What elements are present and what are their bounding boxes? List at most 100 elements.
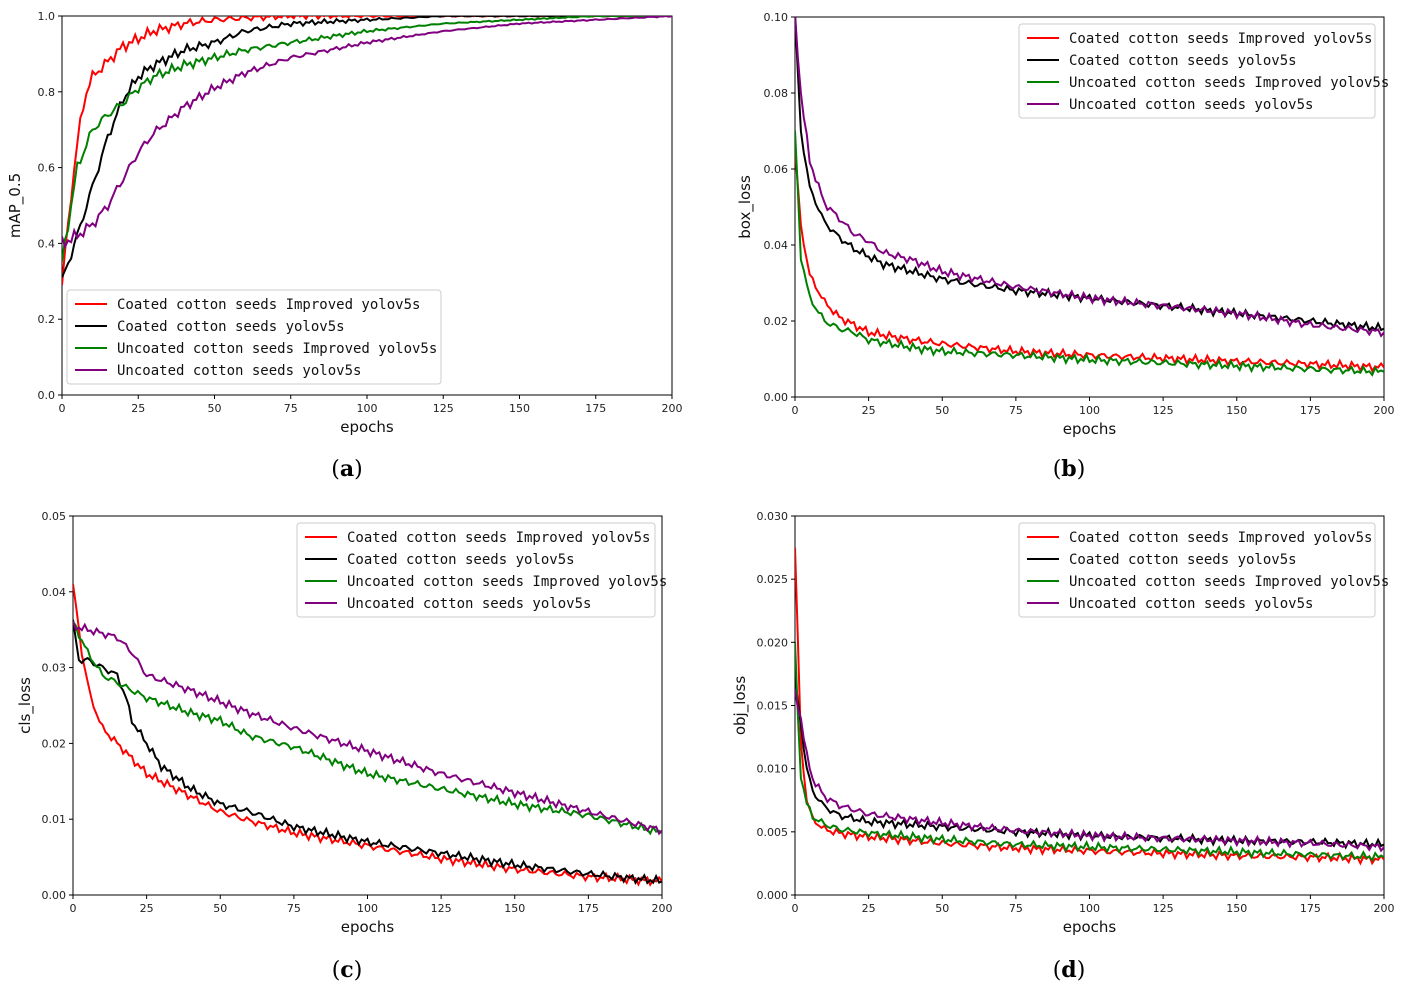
y-tick-label: 0.10 [764,11,789,24]
series-line-2 [795,677,1384,850]
y-tick-label: 0.02 [42,737,67,750]
legend-label-1: Coated cotton seeds Improved yolov5s [1069,31,1372,47]
legend-box [296,522,656,618]
y-tick-label: 0.015 [757,700,789,713]
y-tick-label: 0.020 [757,636,789,649]
y-tick-label: 0.0 [38,389,56,402]
x-tick-label: 125 [433,402,454,415]
x-tick-label: 75 [284,402,298,415]
x-tick-label: 150 [1226,404,1247,417]
y-tick-label: 0.030 [757,510,789,523]
series-line-3 [62,16,672,262]
x-tick-label: 25 [131,402,145,415]
x-tick-label: 0 [59,402,66,415]
y-tick-label: 0.2 [38,313,56,326]
x-tick-label: 50 [213,902,227,915]
x-axis-label: epochs [1063,918,1117,936]
x-tick-label: 0 [792,404,799,417]
legend-label-4: Uncoated cotton seeds yolov5s [347,596,591,612]
y-axis-label: box_loss [736,175,755,239]
y-tick-label: 0.03 [42,662,67,675]
series-line-1 [795,149,1384,374]
legend-label-4: Uncoated cotton seeds yolov5s [1069,97,1313,113]
panel-caption: (b) [1053,456,1086,482]
legend-label-2: Coated cotton seeds yolov5s [347,552,575,568]
legend-label-4: Uncoated cotton seeds yolov5s [1069,596,1313,612]
x-tick-label: 100 [1079,404,1100,417]
y-tick-label: 0.04 [42,586,67,599]
legend-label-2: Coated cotton seeds yolov5s [1069,552,1297,568]
x-tick-label: 175 [1300,902,1321,915]
x-tick-label: 200 [662,402,683,415]
chart-d: 0 25 50 75 100 125 150 175 200 0.000 0.005 0.010 0.0… [731,510,1395,983]
y-tick-label: 0.05 [42,510,67,523]
x-tick-label: 175 [578,902,599,915]
x-tick-label: 150 [504,902,525,915]
chart-c: 0 25 50 75 100 125 150 175 200 0.00 0.01 0.02 0.03 0.… [16,510,673,983]
y-tick-label: 0.08 [764,87,789,100]
y-axis-label: obj_loss [731,676,750,736]
y-tick-label: 0.010 [757,763,789,776]
x-tick-label: 25 [140,902,154,915]
legend-label-2: Coated cotton seeds yolov5s [117,319,345,335]
series-line-4 [62,16,672,250]
y-tick-label: 0.02 [764,315,789,328]
legend-label-4: Uncoated cotton seeds yolov5s [117,363,361,379]
series-line-3 [795,130,1384,377]
x-tick-label: 25 [862,902,876,915]
x-tick-label: 75 [1009,404,1023,417]
series-line-2 [73,619,662,886]
x-tick-label: 100 [1079,902,1100,915]
y-tick-label: 0.06 [764,163,789,176]
y-tick-label: 0.6 [38,162,56,175]
legend-box [1018,23,1376,119]
x-tick-label: 75 [1009,902,1023,915]
y-tick-label: 0.01 [42,813,67,826]
legend-label-1: Coated cotton seeds Improved yolov5s [347,530,650,546]
y-axis-label: mAP_0.5 [6,173,25,238]
chart-b: 0 25 50 75 100 125 150 175 200 0.00 0.02 0.04 0.06 0.… [736,11,1395,482]
series-line-1 [62,16,672,286]
y-tick-label: 0.00 [764,391,789,404]
series-line-4 [73,621,662,836]
x-tick-label: 200 [652,902,673,915]
y-tick-label: 0.4 [38,237,56,250]
x-tick-label: 100 [357,402,378,415]
x-tick-label: 125 [1153,902,1174,915]
y-tick-label: 0.000 [757,889,789,902]
y-tick-label: 0.025 [757,573,789,586]
x-tick-label: 75 [287,902,301,915]
x-tick-label: 25 [862,404,876,417]
panel-caption: (d) [1053,957,1086,983]
legend-label-1: Coated cotton seeds Improved yolov5s [1069,530,1372,546]
series-line-3 [73,621,662,836]
y-tick-label: 1.0 [38,10,56,23]
x-axis-label: epochs [340,418,394,436]
y-tick-label: 0.005 [757,826,789,839]
series-line-2 [795,17,1384,333]
series-line-4 [795,17,1384,338]
panel-caption: (c) [332,957,363,983]
y-tick-label: 0.8 [38,86,56,99]
legend-label-3: Uncoated cotton seeds Improved yolov5s [117,341,437,357]
y-tick-label: 0.04 [764,239,789,252]
x-tick-label: 0 [792,902,799,915]
series-line-1 [73,584,662,887]
y-tick-label: 0.00 [42,889,67,902]
x-tick-label: 200 [1374,902,1395,915]
legend-label-3: Uncoated cotton seeds Improved yolov5s [347,574,667,590]
legend-label-2: Coated cotton seeds yolov5s [1069,53,1297,69]
chart-a: 0 25 50 75 100 125 150 175 200 0.0 0.2 0.4 0.6 0.8 1.0… [6,10,683,482]
x-tick-label: 50 [208,402,222,415]
panel-caption: (a) [331,456,362,482]
series-line-3 [795,641,1384,863]
legend-box [1018,522,1376,618]
x-tick-label: 50 [935,902,949,915]
x-tick-label: 200 [1374,404,1395,417]
series-line-4 [795,688,1384,853]
x-tick-label: 50 [935,404,949,417]
legend-box [66,289,442,385]
x-tick-label: 125 [1153,404,1174,417]
series-line-2 [62,16,672,278]
